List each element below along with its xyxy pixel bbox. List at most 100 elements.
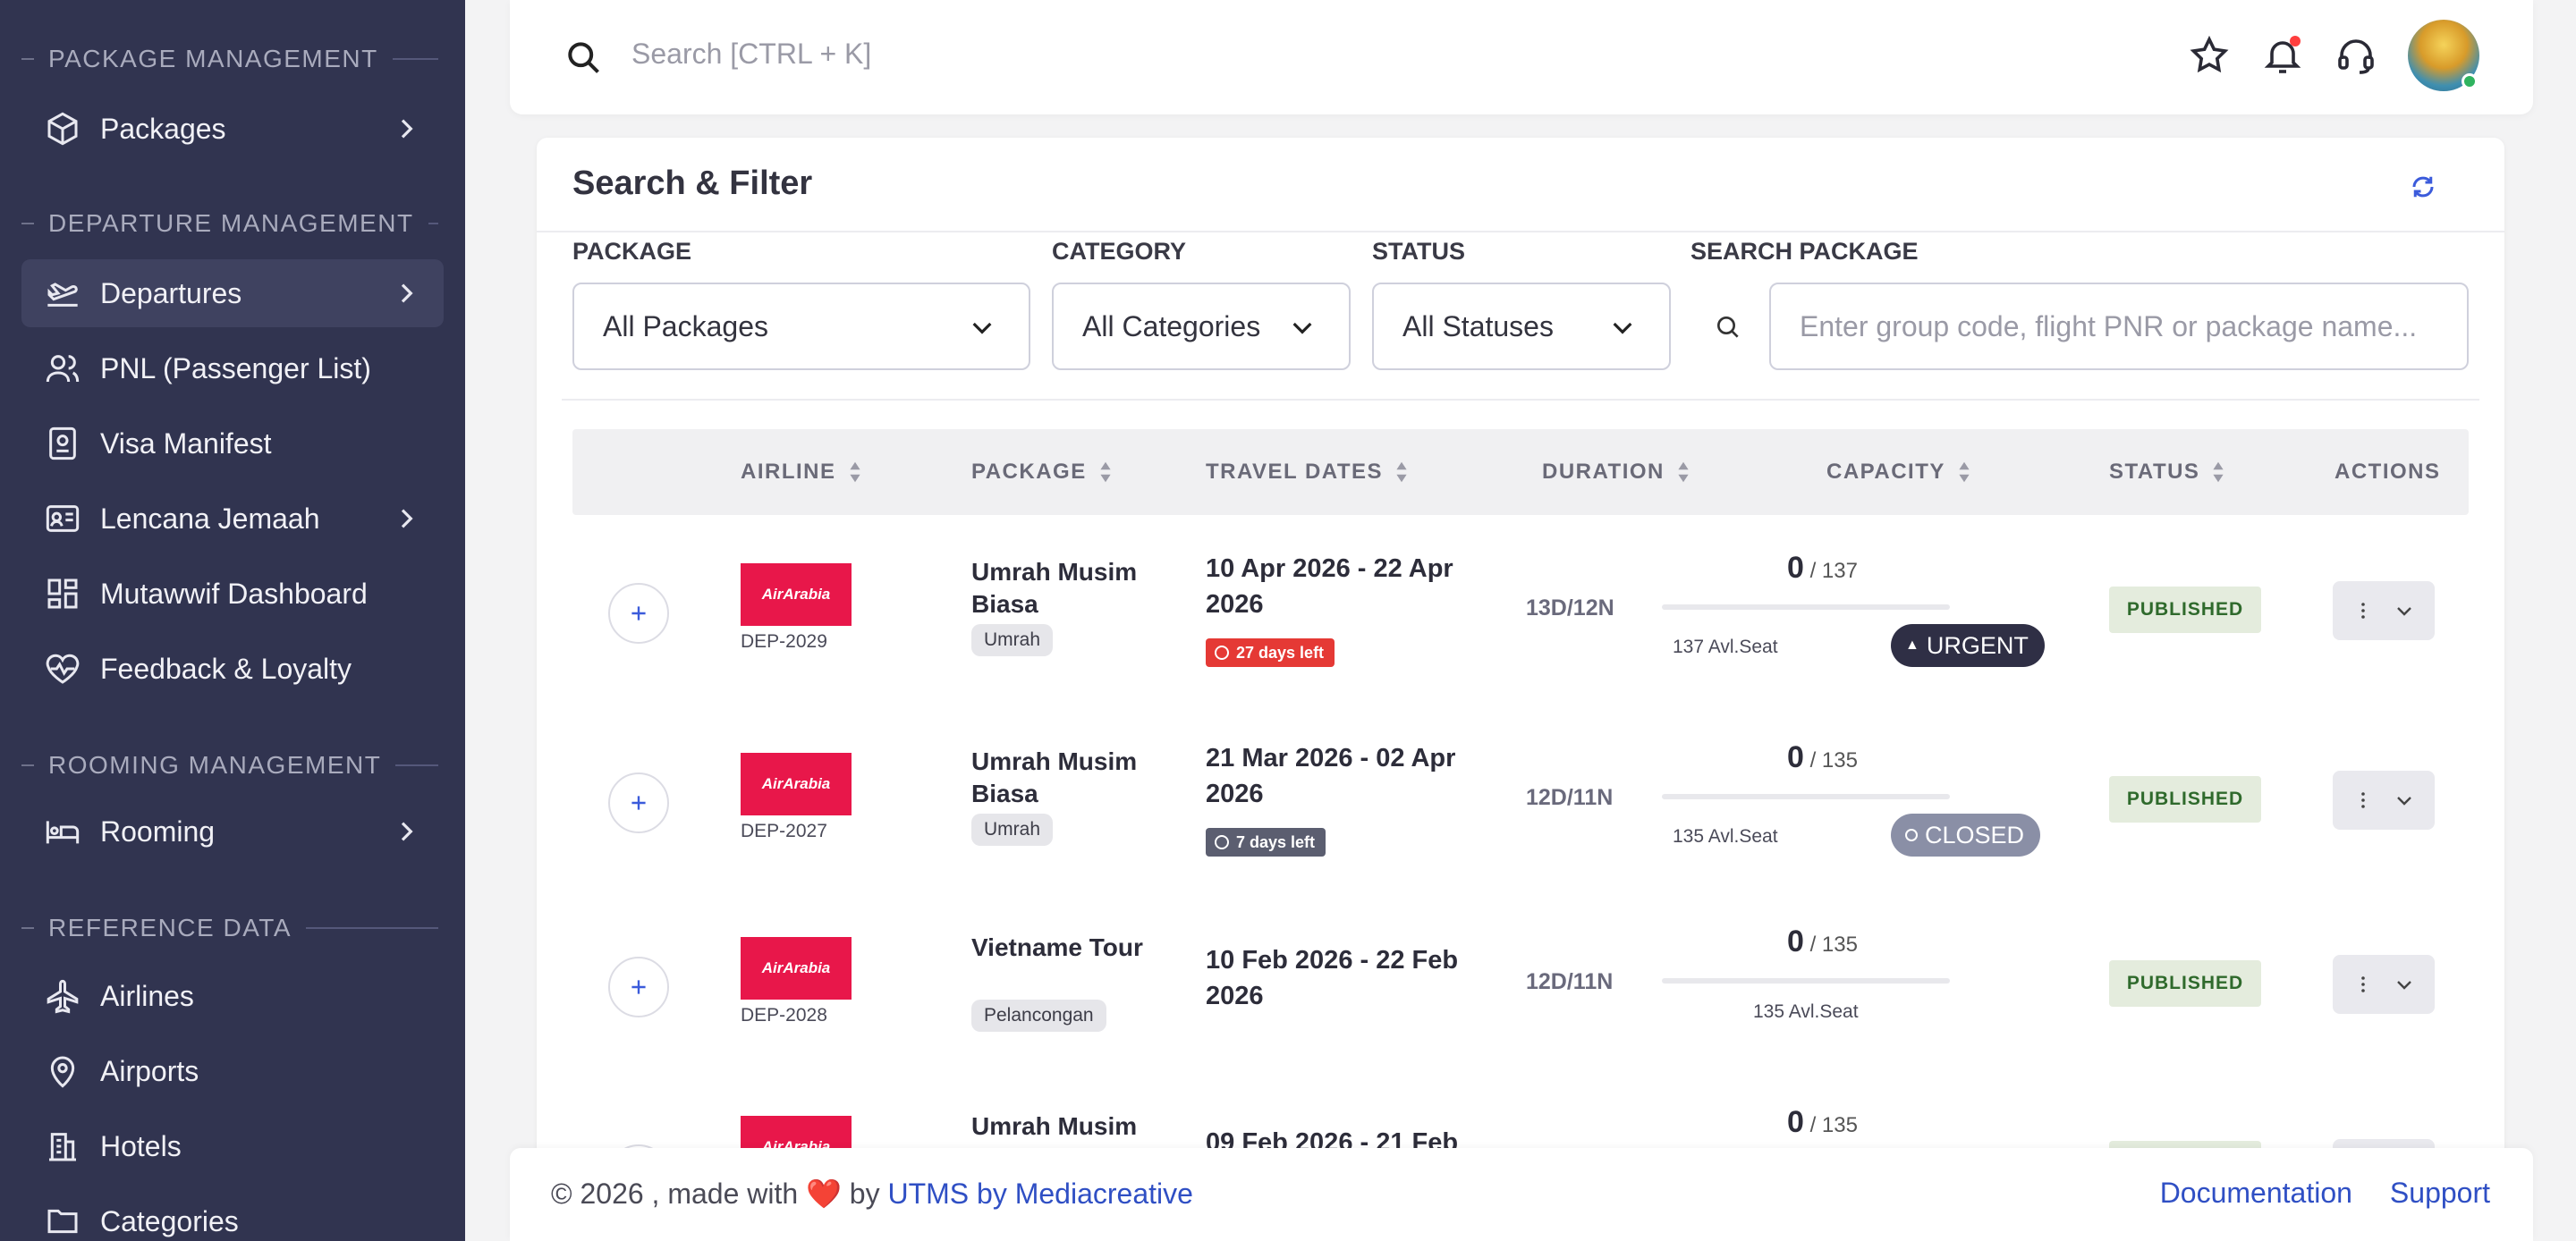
column-label: DURATION <box>1542 460 1665 484</box>
column-label: ACTIONS <box>2334 460 2441 484</box>
bed-icon <box>46 821 80 844</box>
heart-icon: ❤️ <box>806 1178 842 1210</box>
available-seats: 135 Avl.Seat <box>1753 1001 1859 1022</box>
search-icon <box>1717 317 1739 338</box>
map-pin-icon <box>50 1056 75 1088</box>
sidebar-item-hotels[interactable]: Hotels <box>21 1112 444 1180</box>
days-left-text: 27 days left <box>1236 643 1325 662</box>
chevron-right-icon <box>401 283 413 303</box>
status-badge: PUBLISHED <box>2109 960 2261 1007</box>
search-package-input[interactable]: Enter group code, flight PNR or package … <box>1769 283 2469 370</box>
documentation-link[interactable]: Documentation <box>2159 1177 2352 1209</box>
row-actions-button[interactable] <box>2333 955 2435 1014</box>
topbar-actions <box>2188 20 2479 91</box>
booked-count: 0 <box>1787 740 1804 774</box>
expand-row-button[interactable] <box>608 957 669 1017</box>
sidebar-item-feedback-loyalty[interactable]: Feedback & Loyalty <box>21 635 444 703</box>
folder-icon <box>47 1209 78 1234</box>
status-select[interactable]: All Statuses <box>1372 283 1671 370</box>
sidebar-item-label: Feedback & Loyalty <box>100 652 352 685</box>
plane-icon <box>47 979 79 1014</box>
users-icon <box>46 355 80 383</box>
column-travel-dates[interactable]: TRAVEL DATES <box>1206 429 1408 515</box>
chevron-down-icon <box>1292 322 1312 334</box>
closed-icon <box>1905 829 1918 841</box>
package-name[interactable]: Vietname Tour <box>971 933 1143 961</box>
package-name[interactable]: Umrah Musim <box>971 1112 1138 1140</box>
clock-icon <box>1215 646 1229 660</box>
more-vertical-icon <box>2361 603 2365 619</box>
sidebar-item-rooming[interactable]: Rooming <box>21 798 444 865</box>
favorites-button[interactable] <box>2188 34 2231 77</box>
airline-logo: AirArabia <box>741 753 852 815</box>
travel-dates: 10 Apr 2026 - 22 Apr 2026 <box>1206 554 1453 619</box>
more-vertical-icon <box>2361 976 2365 992</box>
departure-code: DEP-2028 <box>741 1005 827 1026</box>
chevron-down-icon <box>972 322 992 334</box>
sidebar-item-packages[interactable]: Packages <box>21 95 444 163</box>
days-left-text: 7 days left <box>1236 832 1316 851</box>
sidebar-item-visa-manifest[interactable]: Visa Manifest <box>21 409 444 477</box>
plus-icon <box>631 980 646 994</box>
table-header: AIRLINE PACKAGE TRAVEL DATES DURATION CA… <box>572 429 2469 515</box>
chevron-right-icon <box>401 119 413 139</box>
chevron-right-icon <box>401 822 413 841</box>
expand-row-button[interactable] <box>608 772 669 833</box>
category-pill: Umrah <box>971 814 1054 846</box>
package-select[interactable]: All Packages <box>572 283 1030 370</box>
package-name[interactable]: Umrah Musim Biasa <box>971 747 1138 807</box>
row-actions-button[interactable] <box>2333 581 2435 640</box>
status-filter-label: STATUS <box>1372 238 1465 265</box>
sidebar-item-categories[interactable]: Categories <box>21 1187 444 1241</box>
duration: 12D/11N <box>1526 785 1614 810</box>
column-label: PACKAGE <box>971 460 1087 484</box>
duration: 13D/12N <box>1526 595 1614 620</box>
total-seats: / 135 <box>1809 933 1858 957</box>
row-actions-button[interactable] <box>2333 771 2435 830</box>
category-select-value: All Categories <box>1082 309 1261 342</box>
section-title: ROOMING MANAGEMENT <box>48 751 382 779</box>
section-title: DEPARTURE MANAGEMENT <box>48 209 414 237</box>
sidebar-item-airports[interactable]: Airports <box>21 1037 444 1105</box>
user-avatar[interactable] <box>2408 20 2479 91</box>
sidebar-item-lencana-jemaah[interactable]: Lencana Jemaah <box>21 485 444 553</box>
column-airline[interactable]: AIRLINE <box>741 429 861 515</box>
sort-icon <box>1678 461 1689 483</box>
capacity-bar <box>1662 604 1950 610</box>
sidebar-item-label: Departures <box>100 276 242 309</box>
global-search-input[interactable]: Search [CTRL + K] <box>631 38 872 70</box>
column-capacity[interactable]: CAPACITY <box>1826 429 1970 515</box>
capacity-count: 0 / 135 <box>1787 740 1858 775</box>
booked-count: 0 <box>1787 924 1804 958</box>
by-text: by <box>849 1178 880 1210</box>
search-icon[interactable] <box>564 38 603 77</box>
sidebar-item-label: Packages <box>100 112 226 145</box>
chevron-down-icon <box>1613 322 1632 334</box>
support-link[interactable]: Support <box>2389 1177 2490 1209</box>
sort-icon <box>1100 461 1111 483</box>
sidebar-item-mutawwif-dashboard[interactable]: Mutawwif Dashboard <box>21 560 444 628</box>
column-package[interactable]: PACKAGE <box>971 429 1112 515</box>
plane-departure-icon <box>47 283 78 307</box>
dashboard-icon <box>47 578 78 609</box>
topbar: Search [CTRL + K] <box>510 0 2533 114</box>
id-card-icon <box>46 505 80 532</box>
column-status[interactable]: STATUS <box>2109 429 2224 515</box>
section-header-departure-management: DEPARTURE MANAGEMENT <box>21 209 438 238</box>
support-button[interactable] <box>2334 34 2377 77</box>
package-name[interactable]: Umrah Musim Biasa <box>971 558 1138 618</box>
tag-text: URGENT <box>1926 631 2029 659</box>
package-select-value: All Packages <box>603 309 768 342</box>
sidebar-item-airlines[interactable]: Airlines <box>21 962 444 1030</box>
capacity-count: 0 / 135 <box>1787 1105 1858 1140</box>
brand-link[interactable]: UTMS by Mediacreative <box>887 1178 1193 1210</box>
expand-row-button[interactable] <box>608 583 669 644</box>
sidebar-item-departures[interactable]: Departures <box>21 259 444 327</box>
refresh-icon[interactable] <box>2410 173 2436 200</box>
sidebar-item-pnl[interactable]: PNL (Passenger List) <box>21 334 444 402</box>
card-title: Search & Filter <box>572 165 813 202</box>
notifications-button[interactable] <box>2261 34 2304 77</box>
box-icon <box>47 112 78 146</box>
column-duration[interactable]: DURATION <box>1542 429 1690 515</box>
category-select[interactable]: All Categories <box>1052 283 1351 370</box>
